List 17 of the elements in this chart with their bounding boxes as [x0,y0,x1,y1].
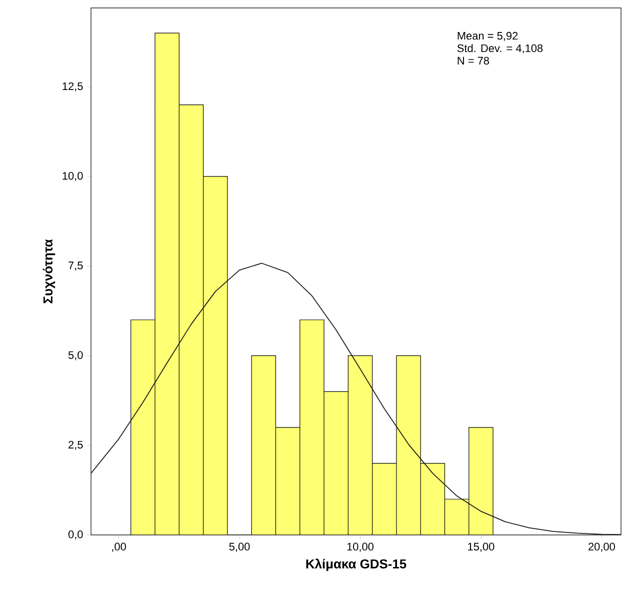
y-tick-label: 2,5 [68,440,83,450]
annotation: Mean = 5,92 [458,32,518,41]
y-tick-label: 12,5 [62,82,83,92]
x-tick-label: 5,00 [229,542,250,552]
x-tick-label: 10,00 [347,542,374,552]
y-tick-label: 0,0 [68,530,83,540]
y-tick-label: 5,0 [68,351,83,360]
annotation: N = 78 [458,56,490,65]
line-series [91,262,622,535]
x-axis-title: Κλίμακα GDS-15 [306,558,406,571]
x-tick-label: ,00 [112,542,126,552]
x-tick-label: 20,00 [588,542,615,552]
x-tick-label: 15,00 [468,542,494,552]
y-tick-label: 7,5 [68,262,83,271]
annotation: Std. Dev. = 4,108 [457,44,543,54]
y-axis-title: Συχνότητα [42,239,56,304]
y-tick-label: 10,0 [62,172,83,182]
